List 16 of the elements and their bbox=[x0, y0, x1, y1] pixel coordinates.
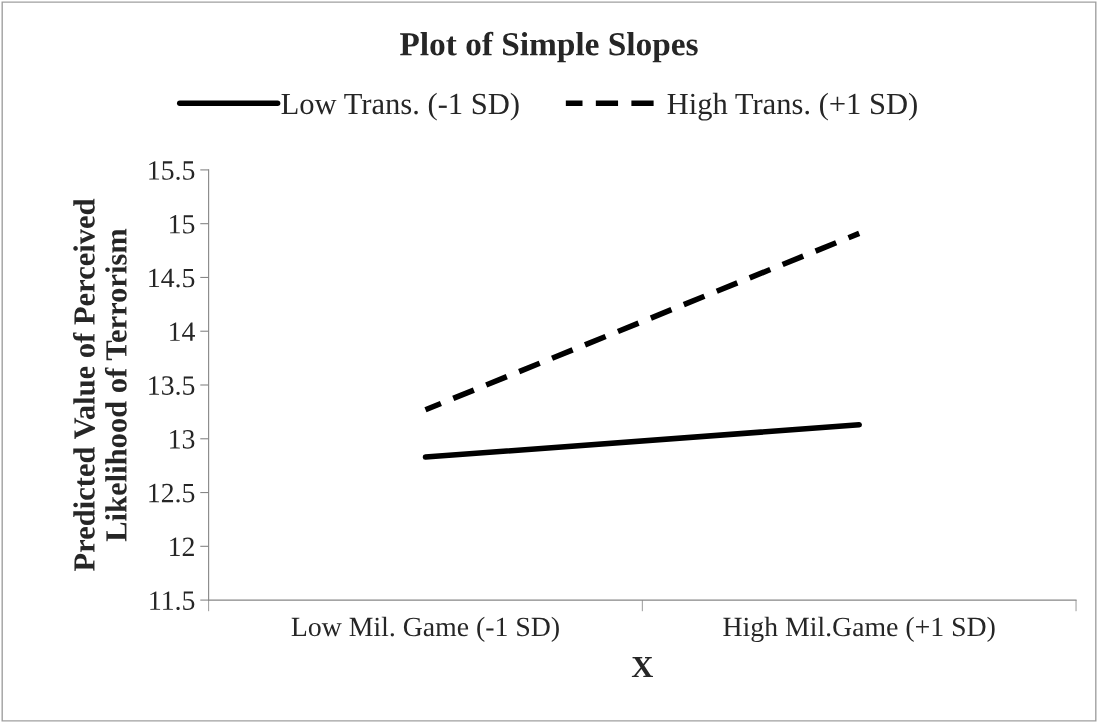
y-tick-label: 15 bbox=[170, 214, 195, 234]
y-tick-label: 14.5 bbox=[149, 268, 195, 288]
legend-label: High Trans. (+1 SD) bbox=[667, 92, 917, 121]
y-tick-label: 12 bbox=[170, 537, 194, 556]
y-tick-label: 13.5 bbox=[149, 376, 195, 396]
legend-label: Low Trans. (-1 SD) bbox=[281, 92, 519, 121]
x-tick-label: High Mil.Game (+1 SD) bbox=[723, 616, 995, 643]
x-axis-title: X bbox=[631, 657, 654, 678]
y-tick-label: 14 bbox=[170, 322, 195, 341]
y-tick-label: 15.5 bbox=[149, 161, 195, 180]
y-tick-label: 13 bbox=[170, 430, 195, 449]
y-axis-title: Predicted Value of Perceived Likelihood of Terrorism bbox=[72, 198, 127, 572]
x-tick-label: Low Mil. Game (-1 SD) bbox=[291, 616, 559, 642]
y-tick-label: 12.5 bbox=[149, 483, 195, 503]
y-tick-label: 11.5 bbox=[150, 591, 195, 611]
chart-title: Plot of Simple Slopes bbox=[400, 31, 698, 63]
